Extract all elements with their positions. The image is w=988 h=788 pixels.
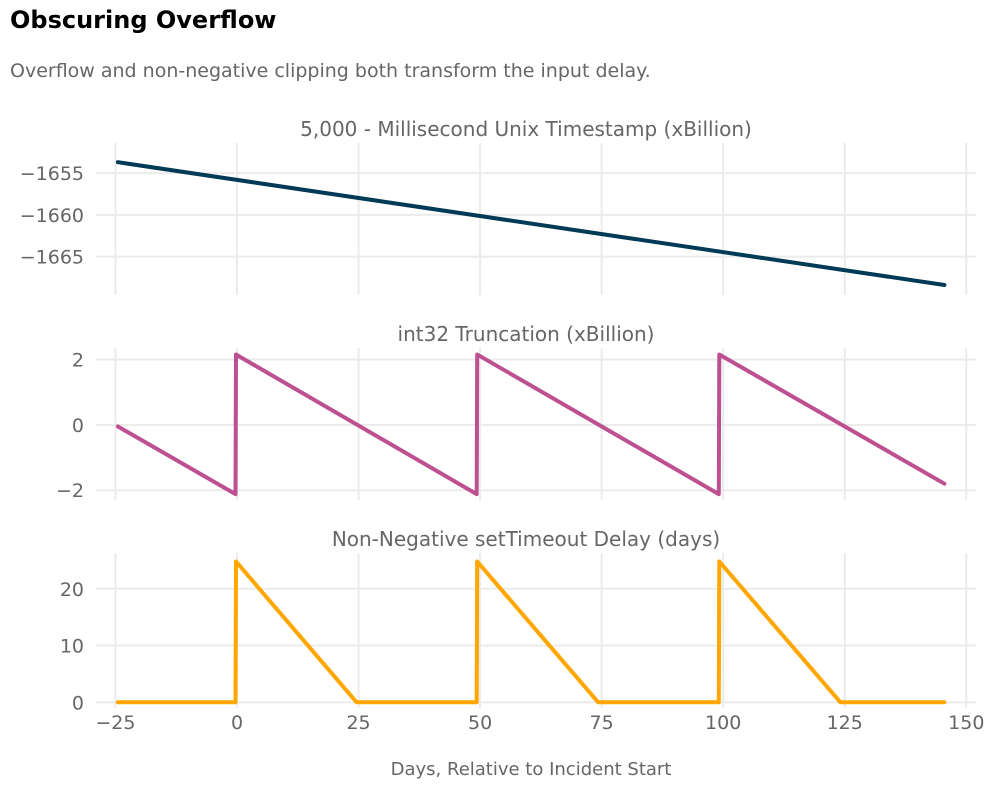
chart-subtitle: Overflow and non-negative clipping both … (10, 60, 651, 82)
chart-panels: −1655 −1660 −1665 5,000 - Millisecond Unix … (20, 117, 985, 734)
x-axis-label: Days, Relative to Incident Start (391, 759, 672, 780)
y-tick-label: 10 (60, 636, 84, 658)
series-line (115, 160, 947, 287)
x-tick-label: −25 (95, 712, 135, 734)
y-tick-label: −1655 (20, 163, 84, 185)
y-tick-label: −1660 (20, 205, 84, 227)
x-tick-label: 100 (705, 712, 741, 734)
y-tick-label: −1665 (20, 247, 84, 269)
x-tick-label: 0 (231, 712, 243, 734)
x-tick-label: 150 (948, 712, 984, 734)
panel-title: int32 Truncation (xBillion) (398, 322, 655, 346)
panel-2: 2 0 −2 int32 Truncation (xBillion) (56, 322, 976, 502)
x-tick-label: 25 (346, 712, 370, 734)
y-tick-label: 20 (60, 579, 84, 601)
y-tick-label: 0 (72, 415, 84, 437)
panel-title: Non-Negative setTimeout Delay (days) (332, 527, 720, 551)
chart-title: Obscuring Overflow (10, 6, 277, 34)
panel-1: −1655 −1660 −1665 5,000 - Millisecond Unix … (20, 117, 976, 295)
y-tick-label: −2 (56, 480, 84, 502)
x-tick-label: 75 (590, 712, 614, 734)
y-tick-label: 0 (72, 692, 84, 714)
y-tick-label: 2 (72, 349, 84, 371)
x-tick-label: 50 (468, 712, 492, 734)
panel-title: 5,000 - Millisecond Unix Timestamp (xBil… (300, 117, 752, 141)
series-line (115, 352, 947, 497)
x-tick-label: 125 (827, 712, 863, 734)
series-line (115, 559, 947, 705)
panel-3: 20 10 0 Non-Negative setTimeout Delay (days… (60, 527, 976, 714)
